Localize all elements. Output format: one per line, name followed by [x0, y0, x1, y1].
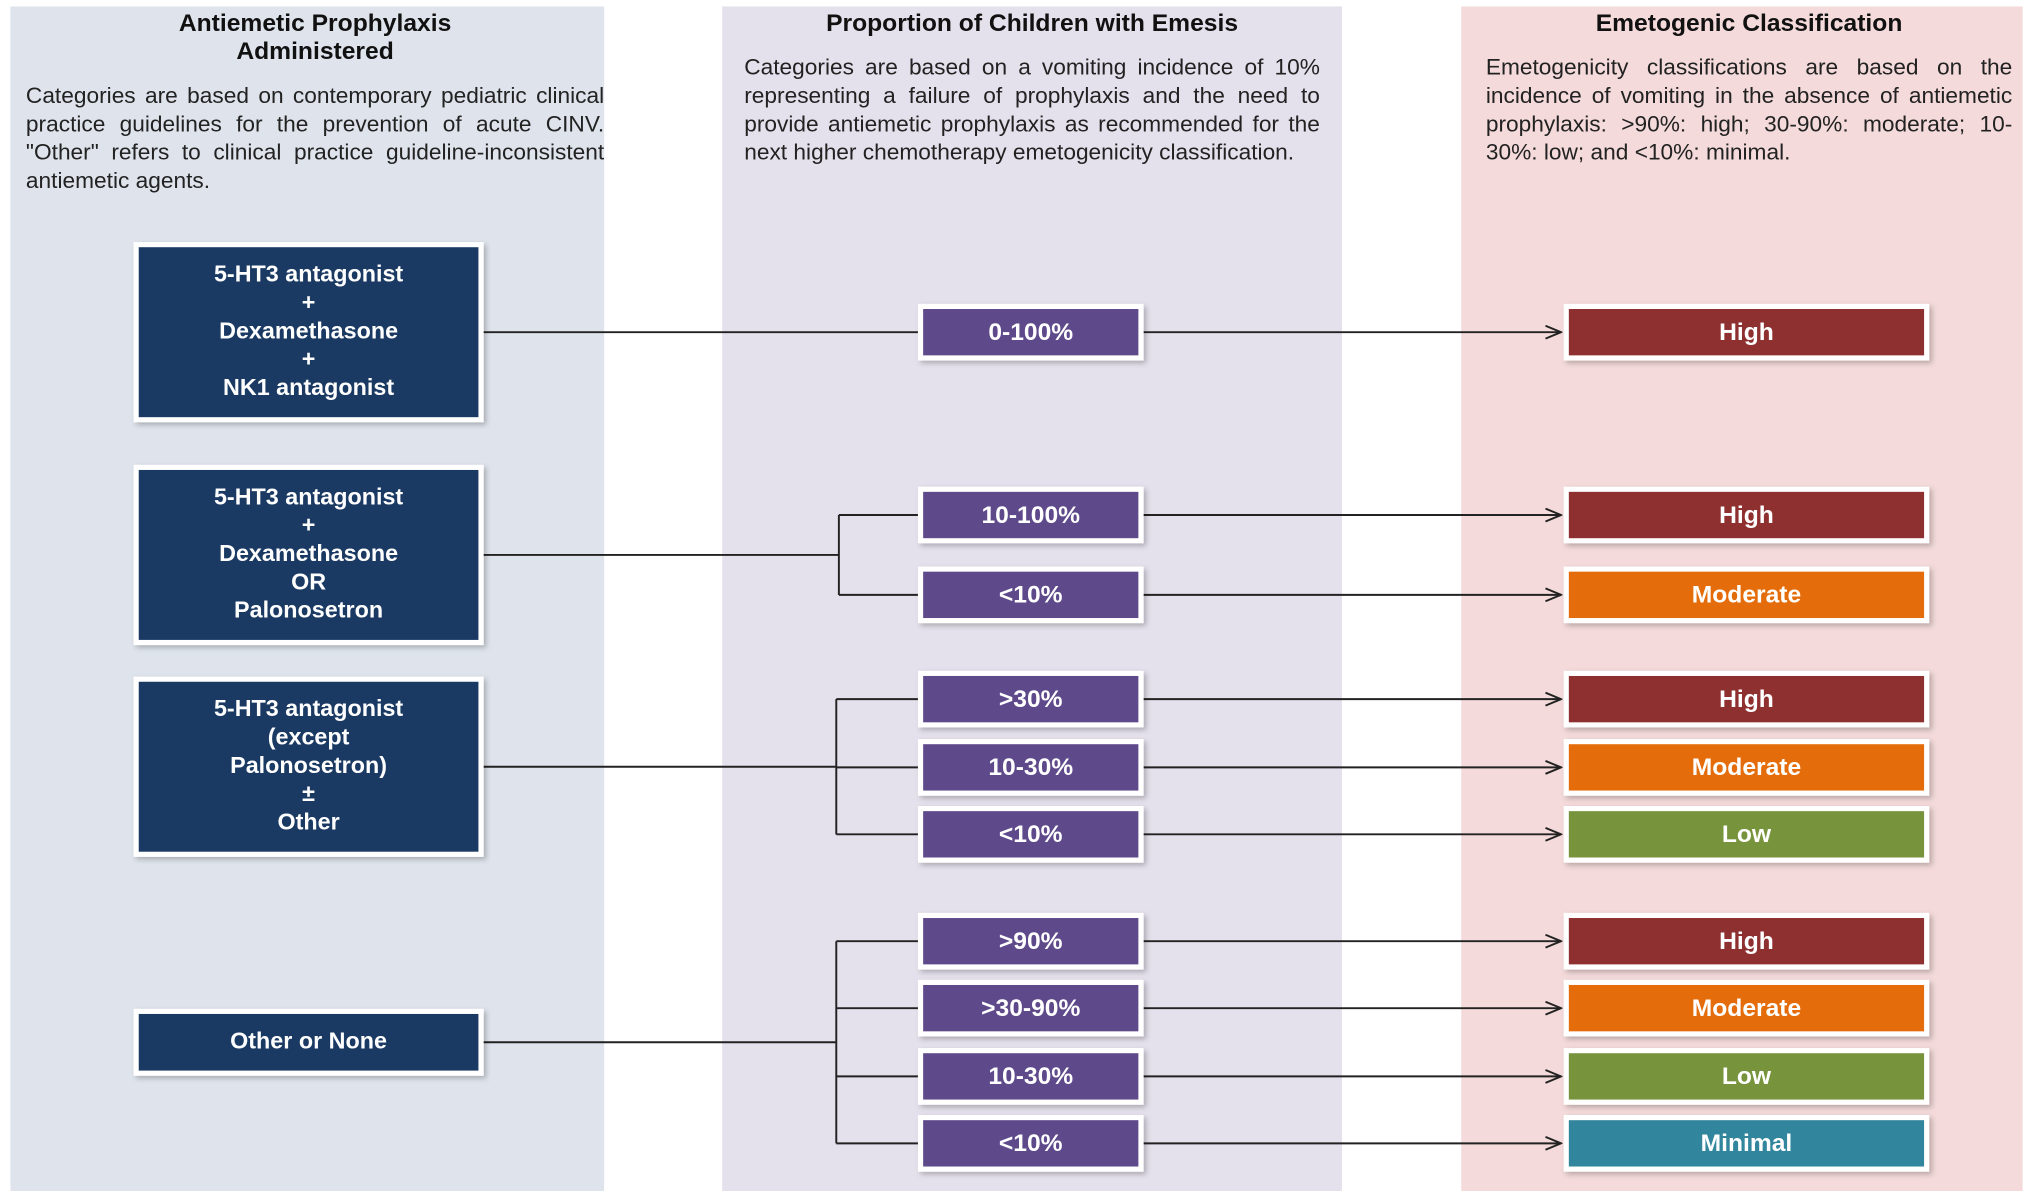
proportion-box [923, 811, 1139, 858]
classification-box [1568, 571, 1925, 619]
regimen-label: 5-HT3 antagonist [214, 261, 404, 287]
classification-box [1568, 984, 1925, 1032]
column-title: Antiemetic Prophylaxis Administered [178, 10, 452, 66]
classification-label: Low [1722, 821, 1772, 848]
classification-label: High [1719, 319, 1774, 346]
classification-box [1568, 811, 1925, 858]
regimen-label: OR [291, 568, 326, 594]
regimen-box [138, 681, 479, 852]
column-header: Emetogenic Classification Emetogenicity c… [1478, 10, 2020, 166]
proportion-label: <10% [999, 582, 1063, 609]
regimen-label: Palonosetron) [230, 752, 387, 778]
proportion-box [923, 1053, 1139, 1100]
regimen-label: (except [268, 724, 350, 750]
classification-box [1568, 309, 1925, 356]
proportion-box [923, 1120, 1139, 1167]
column-header: Antiemetic Prophylaxis Administered Categ… [18, 10, 612, 194]
regimen-label: + [302, 346, 316, 372]
classification-box [1568, 675, 1925, 723]
classification-label: Moderate [1692, 995, 1801, 1022]
regimen-label: 5-HT3 antagonist [214, 695, 404, 721]
proportion-label: 10-30% [988, 754, 1073, 781]
column-description: Emetogenicity classifications are based … [1485, 54, 2013, 165]
regimen-label: Other [277, 809, 339, 835]
proportion-box [923, 675, 1139, 723]
regimen-label: 5-HT3 antagonist [214, 483, 404, 509]
classification-label: Moderate [1692, 582, 1801, 609]
header-wrap: Emetogenic Classification Emetogenicity c… [1478, 10, 2020, 166]
regimen-box [138, 247, 479, 418]
classification-box [1568, 1053, 1925, 1100]
classification-label: Minimal [1701, 1130, 1793, 1157]
classification-label: High [1719, 686, 1774, 713]
regimen-label: Palonosetron [234, 597, 383, 623]
classification-box [1568, 491, 1925, 539]
column-title: Emetogenic Classification [1595, 10, 1903, 38]
column-title: Proportion of Children with Emesis [826, 10, 1239, 38]
header-wrap: Proportion of Children with Emesis Catego… [736, 10, 1327, 166]
proportion-box [923, 744, 1139, 791]
classification-box [1568, 744, 1925, 791]
column-description: Categories are based on contemporary ped… [25, 82, 605, 194]
proportion-label: 0-100% [988, 319, 1073, 346]
classification-label: High [1719, 502, 1774, 529]
proportion-box [923, 984, 1139, 1032]
header-wrap: Antiemetic Prophylaxis Administered Categ… [18, 10, 612, 194]
proportion-label: >30-90% [981, 995, 1080, 1022]
proportion-label: 10-30% [988, 1063, 1073, 1090]
classification-box [1568, 1120, 1925, 1167]
proportion-label: <10% [999, 821, 1063, 848]
regimen-box [138, 1013, 479, 1071]
classification-box [1568, 918, 1925, 965]
proportion-label: <10% [999, 1130, 1063, 1157]
proportion-box [923, 918, 1139, 965]
column-header: Proportion of Children with Emesis Catego… [736, 10, 1327, 166]
classification-label: High [1719, 928, 1774, 955]
regimen-label: + [302, 289, 316, 315]
classification-label: Low [1722, 1063, 1772, 1090]
proportion-label: >90% [999, 928, 1063, 955]
regimen-label: + [302, 512, 316, 538]
regimen-label: Other or None [230, 1027, 387, 1053]
regimen-label: ± [302, 780, 315, 806]
proportion-label: 10-100% [981, 502, 1080, 529]
regimen-label: Dexamethasone [219, 317, 398, 343]
column-description: Categories are based on a vomiting incid… [744, 54, 1320, 165]
proportion-box [923, 309, 1139, 356]
regimen-box [138, 469, 479, 640]
proportion-label: >30% [999, 686, 1063, 713]
proportion-box [923, 571, 1139, 619]
proportion-box [923, 491, 1139, 539]
regimen-label: Dexamethasone [219, 540, 398, 566]
classification-label: Moderate [1692, 754, 1801, 781]
regimen-label: NK1 antagonist [223, 374, 394, 400]
